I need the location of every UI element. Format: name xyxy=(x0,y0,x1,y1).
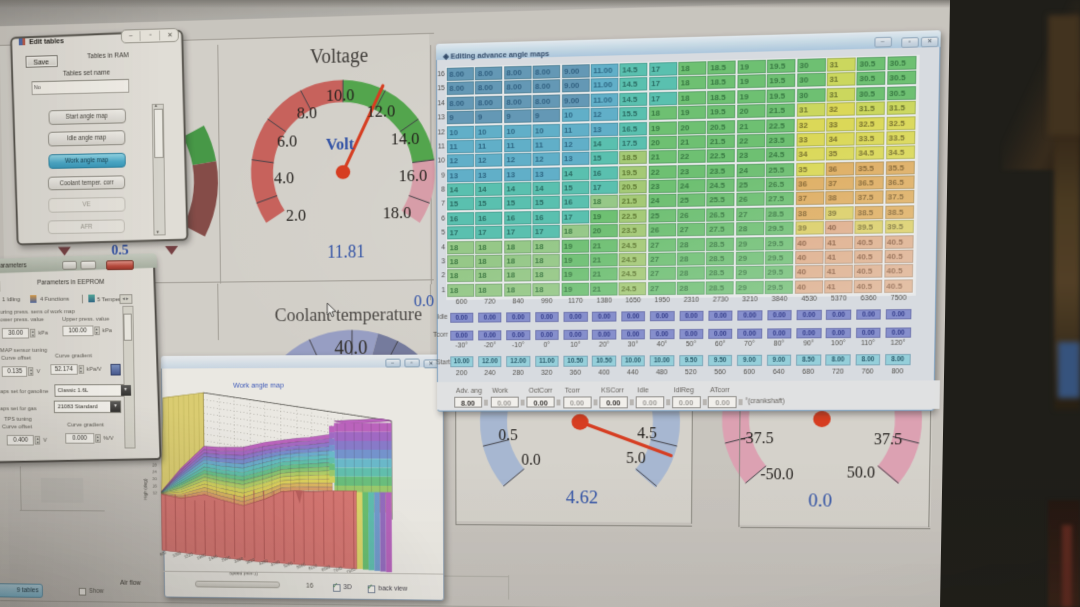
svg-text:20: 20 xyxy=(152,476,157,481)
svg-text:5200: 5200 xyxy=(283,560,294,568)
svg-text:2440: 2440 xyxy=(208,554,219,562)
svg-text:1520: 1520 xyxy=(183,551,194,559)
svg-text:5660: 5660 xyxy=(295,562,306,570)
svg-text:28: 28 xyxy=(152,462,157,467)
svg-text:6580: 6580 xyxy=(320,564,331,572)
svg-text:24: 24 xyxy=(152,469,157,474)
svg-text:16: 16 xyxy=(152,483,157,488)
svg-text:High (deg): High (deg) xyxy=(142,478,147,500)
svg-text:7500: 7500 xyxy=(345,566,356,574)
svg-text:1060: 1060 xyxy=(171,550,182,558)
svg-text:3360: 3360 xyxy=(233,556,244,564)
svg-text:3820: 3820 xyxy=(245,557,256,565)
svg-text:1980: 1980 xyxy=(196,552,207,560)
svg-text:600: 600 xyxy=(159,550,168,557)
svg-text:Speed (min-1): Speed (min-1) xyxy=(229,571,258,576)
svg-text:4740: 4740 xyxy=(270,559,281,567)
svg-text:12: 12 xyxy=(152,490,157,495)
svg-text:7040: 7040 xyxy=(332,565,343,573)
svg-text:6120: 6120 xyxy=(307,563,318,571)
svg-text:2900: 2900 xyxy=(220,555,231,563)
svg-text:4280: 4280 xyxy=(258,558,269,566)
